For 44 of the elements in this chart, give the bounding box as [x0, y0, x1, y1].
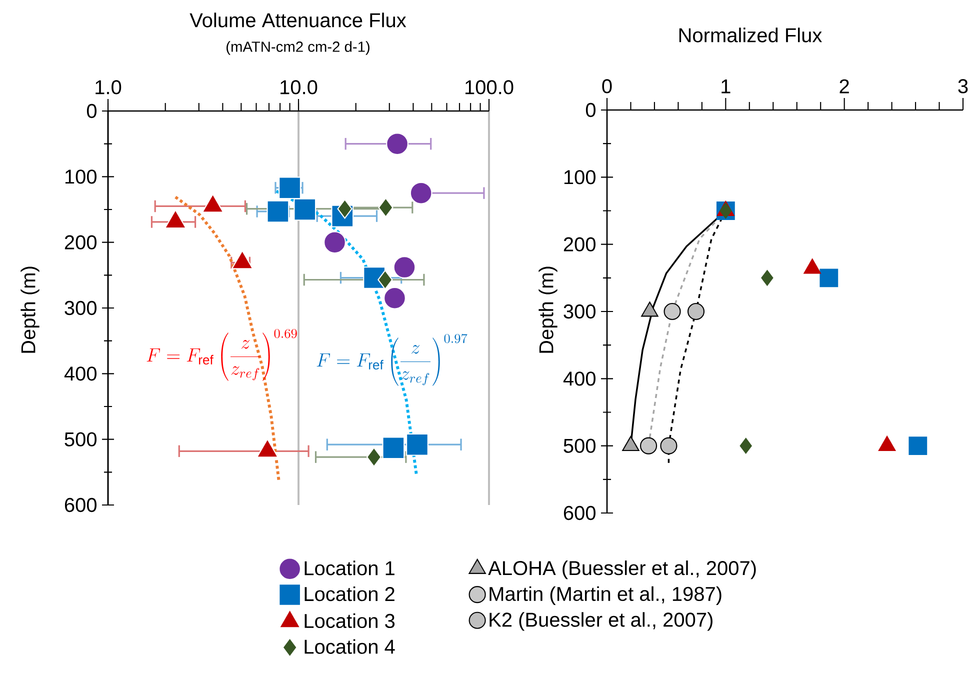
y-tick-label: 600 [64, 498, 97, 512]
legend-label: Location 1 [304, 560, 394, 576]
point [720, 202, 732, 219]
legend-label: Martin (Martin et al., 1987) [490, 586, 722, 605]
y-tick-label: 500 [64, 432, 97, 446]
legend-label: ALOHA (Buessler et al., 2007) [488, 560, 756, 580]
x-tick-label: 1 [722, 80, 730, 94]
legend-label: Location 2 [304, 586, 394, 602]
point [660, 437, 678, 454]
y-tick-label: 200 [564, 237, 596, 252]
annotation: $F = F_{\mathrm{ref}}\left(\frac{z}{z_{ref}}\right)^{0.97}$ [316, 334, 468, 386]
x-tick-label: 2 [840, 79, 849, 94]
chart-subtitle: (mATN-cm2 cm-2 d-1) [226, 41, 370, 55]
legend-label: Location 4 [304, 639, 395, 654]
y-axis-title: Depth (m) [538, 266, 558, 353]
y-tick-label: 200 [64, 235, 97, 250]
point [908, 436, 928, 456]
point [687, 302, 705, 320]
x-tick-label: 100.0 [466, 80, 514, 94]
legend-label: K2 (Buessler et al., 2007) [490, 612, 712, 631]
y-tick-label: 300 [564, 304, 596, 319]
point [740, 438, 752, 454]
point [664, 302, 681, 320]
y-tick-label: 600 [564, 506, 596, 520]
y-tick-label: 0 [86, 104, 97, 118]
point [820, 268, 838, 288]
y-tick-label: 0 [586, 102, 596, 118]
chart-title: Volume Attenuance Flux [190, 12, 406, 28]
x-tick-label: 10.0 [280, 80, 318, 94]
y-tick-label: 400 [64, 366, 97, 381]
x-tick-label: 1.0 [96, 80, 122, 94]
legend-label: Location 3 [304, 613, 395, 628]
y-tick-label: 100 [564, 170, 596, 184]
y-axis-title: Depth (m) [20, 266, 40, 353]
point [761, 270, 774, 286]
y-tick-label: 100 [65, 170, 97, 184]
y-tick-label: 400 [563, 372, 596, 386]
x-tick-label: 0 [602, 79, 612, 94]
annotation: $F = F_{\mathrm{ref}}\left(\frac{z}{z_{ref}}\right)^{0.69}$ [146, 328, 297, 381]
point [640, 437, 658, 454]
x-tick-label: 3 [958, 79, 968, 94]
chart-title: Normalized Flux [679, 28, 822, 42]
y-tick-label: 300 [64, 300, 97, 316]
y-tick-label: 500 [564, 438, 596, 453]
